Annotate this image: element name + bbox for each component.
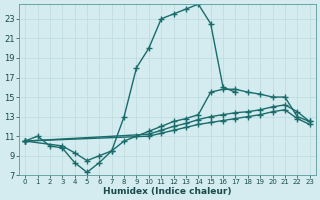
X-axis label: Humidex (Indice chaleur): Humidex (Indice chaleur) [103, 187, 232, 196]
